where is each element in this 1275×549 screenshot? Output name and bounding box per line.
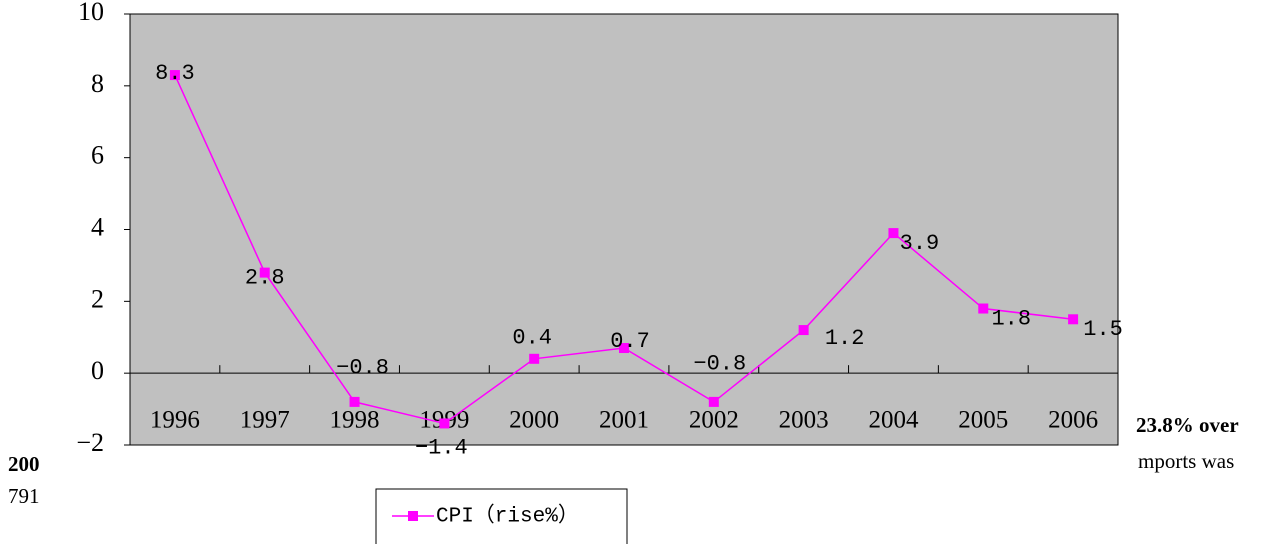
marker — [708, 396, 719, 407]
x-tick-label: 1998 — [330, 407, 380, 434]
y-tick-label: 10 — [78, 0, 104, 26]
background-text: mports was — [1138, 449, 1234, 473]
marker — [888, 228, 899, 239]
data-label: 3.9 — [900, 231, 940, 256]
y-tick-label: 6 — [91, 141, 104, 170]
data-label: −0.8 — [336, 356, 389, 381]
y-tick-label: 2 — [91, 284, 104, 313]
x-tick-label: 2006 — [1048, 407, 1098, 434]
data-label: 1.5 — [1083, 317, 1123, 342]
marker — [349, 396, 360, 407]
marker — [798, 325, 809, 336]
x-tick-label: 2004 — [868, 407, 919, 434]
y-tick-label: 8 — [91, 69, 104, 98]
y-tick-label: −2 — [76, 428, 104, 457]
plot-area — [129, 13, 1119, 446]
background-text: 200 — [8, 452, 40, 476]
background-text: 23.8% over — [1136, 413, 1239, 437]
marker — [529, 353, 540, 364]
data-label: 8.3 — [155, 61, 195, 86]
background-text: 791 — [8, 484, 40, 508]
y-tick-label: 0 — [91, 356, 104, 385]
data-label: 0.7 — [610, 329, 650, 354]
data-label: 1.2 — [825, 326, 865, 351]
x-tick-label: 2000 — [509, 407, 559, 434]
legend-label: CPI（rise%） — [436, 504, 579, 529]
marker — [1068, 314, 1079, 325]
legend-marker — [408, 511, 418, 521]
marker — [169, 70, 180, 81]
x-tick-label: 2001 — [599, 407, 649, 434]
x-tick-label: 1997 — [240, 407, 290, 434]
x-tick-label: 1996 — [150, 407, 200, 434]
x-tick-label: 2005 — [958, 407, 1008, 434]
x-tick-label: 2003 — [779, 407, 829, 434]
marker — [439, 418, 450, 429]
data-label: 2.8 — [245, 265, 285, 290]
marker — [619, 343, 629, 354]
marker — [978, 303, 989, 314]
data-label: −1.4 — [415, 435, 468, 460]
x-tick-label: 2002 — [689, 407, 739, 434]
marker — [259, 267, 270, 278]
data-label: 1.8 — [991, 306, 1031, 331]
data-label: 0.4 — [512, 326, 552, 351]
y-tick-label: 4 — [91, 212, 104, 241]
data-label: −0.8 — [693, 352, 746, 377]
